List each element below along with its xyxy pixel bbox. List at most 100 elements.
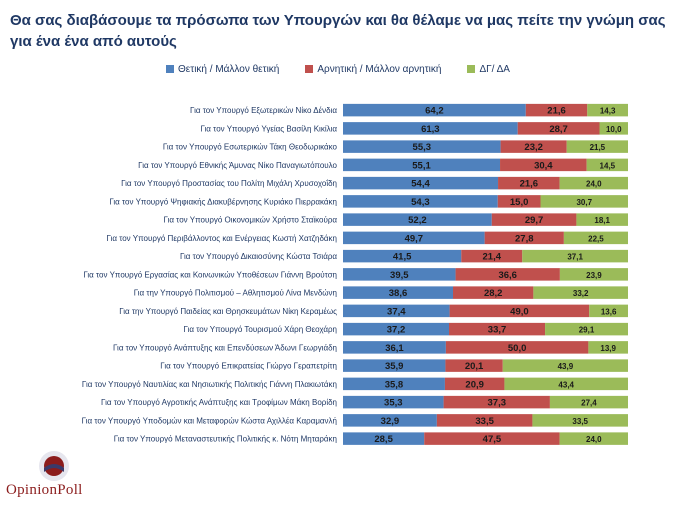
value-label-negative: 21,4 <box>483 252 502 263</box>
value-label-negative: 37,3 <box>488 398 507 409</box>
bar-dk <box>576 213 628 226</box>
legend-swatch-dk <box>467 65 476 73</box>
legend-swatch-positive <box>166 65 175 73</box>
bar-negative <box>491 213 577 226</box>
bar-negative <box>498 176 560 190</box>
bar-dk <box>545 322 628 336</box>
value-label-positive: 52,2 <box>408 215 427 226</box>
value-label-dk: 24,0 <box>586 180 602 189</box>
bar-dk <box>599 122 628 135</box>
bar-dk <box>549 395 628 409</box>
category-label: Για τον Υπουργό Ανάπτυξης και Επενδύσεων… <box>113 343 337 352</box>
value-label-dk: 30,7 <box>576 198 592 207</box>
category-label: Για τον Υπουργό Περιβάλλοντος και Ενέργε… <box>107 234 338 243</box>
value-label-positive: 49,7 <box>405 233 424 244</box>
category-labels: Για τον Υπουργό Εξωτερικών Νίκο Δένδια Γι… <box>82 106 338 444</box>
legend-swatch-negative <box>305 65 314 73</box>
value-label-dk: 13,6 <box>601 307 617 316</box>
category-label: Για τον Υπουργό Αγροτικής Ανάπτυξης και … <box>101 398 337 407</box>
value-label-positive: 41,5 <box>393 252 412 263</box>
category-label: Για τον Υπουργό Εθνικής Άμυνας Νίκο Πανα… <box>138 161 337 170</box>
value-label-negative: 21,6 <box>547 106 566 117</box>
value-label-positive: 36,1 <box>385 343 404 354</box>
chart-title: Θα σας διαβάσουμε τα πρόσωπα των Υπουργώ… <box>10 12 666 50</box>
bar-negative <box>449 322 546 336</box>
value-label-dk: 33,5 <box>572 417 588 426</box>
value-label-negative: 33,5 <box>475 416 494 427</box>
category-label: Για τον Υπουργό Ναυτιλίας και Νησιωτικής… <box>82 380 337 389</box>
value-label-dk: 10,0 <box>606 125 622 134</box>
value-label-negative: 47,5 <box>483 434 502 445</box>
bar-positive <box>343 286 454 299</box>
logo-text: OpinionPoll <box>6 482 83 498</box>
value-label-dk: 43,9 <box>558 362 574 371</box>
value-label-dk: 43,4 <box>558 380 574 389</box>
value-label-positive: 28,5 <box>374 434 393 445</box>
value-label-negative: 20,9 <box>465 379 484 390</box>
legend: Θετική / Μάλλον θετική Αρνητική / Μάλλον… <box>0 61 676 77</box>
category-label: Για τον Υπουργό Οικονομικών Χρήστο Σταϊκ… <box>163 216 337 225</box>
bar-dk <box>563 231 628 245</box>
bar-dk <box>586 158 628 172</box>
bar-negative <box>500 140 567 153</box>
bar-negative <box>445 359 503 372</box>
category-label: Για τον Υπουργό Προστασίας του Πολίτη Μι… <box>121 179 337 188</box>
bar-negative <box>449 304 590 318</box>
bar-negative <box>445 341 589 354</box>
legend-item-negative: Αρνητική / Μάλλον αρνητική <box>305 61 441 77</box>
bar-negative <box>453 286 534 299</box>
bar-dk <box>522 249 628 263</box>
bar-negative <box>424 432 560 445</box>
value-label-negative: 30,4 <box>534 160 553 171</box>
bar-dk <box>504 377 628 391</box>
category-label: Για τον Υπουργό Υποδομών και Μεταφορών Κ… <box>82 416 337 425</box>
value-label-dk: 22,5 <box>588 234 604 243</box>
category-label: Για τον Υπουργό Εξωτερικών Νίκο Δένδια <box>190 106 337 115</box>
value-label-negative: 49,0 <box>510 306 529 317</box>
category-label: Για τον Υπουργό Τουρισμού Χάρη Θεοχάρη <box>184 325 337 334</box>
bar-positive <box>343 103 526 117</box>
legend-label-negative: Αρνητική / Μάλλον αρνητική <box>317 63 442 75</box>
bar-dk <box>533 286 628 299</box>
value-label-positive: 37,4 <box>387 306 406 317</box>
value-label-negative: 28,7 <box>549 124 568 135</box>
value-label-dk: 29,1 <box>579 326 595 335</box>
legend-item-dk: ΔΓ/ ΔΑ <box>467 61 510 77</box>
legend-label-dk: ΔΓ/ ΔΑ <box>479 63 510 75</box>
bar-positive <box>343 304 450 318</box>
opinionpoll-logo: OpinionPoll <box>2 448 118 504</box>
value-label-positive: 37,2 <box>387 325 406 336</box>
bar-positive <box>343 176 499 190</box>
bar-positive <box>343 158 501 172</box>
bar-positive <box>343 231 485 245</box>
logo-mark <box>2 448 118 504</box>
value-label-negative: 28,2 <box>484 288 503 299</box>
bar-positive <box>343 395 444 409</box>
category-label: Για τον Υπουργό Υγείας Βασίλη Κικίλια <box>200 124 337 133</box>
category-label: Για την Υπουργό Παιδείας και Θρησκευμάτω… <box>119 307 337 316</box>
value-label-negative: 29,7 <box>525 215 544 226</box>
value-label-dk: 21,5 <box>590 143 606 152</box>
bar-positive <box>343 432 425 445</box>
bar-positive <box>343 377 445 391</box>
bar-dk <box>588 341 628 354</box>
bar-negative <box>444 377 505 391</box>
value-label-negative: 21,6 <box>520 179 539 190</box>
bar-dk <box>587 103 628 117</box>
legend-label-positive: Θετική / Μάλλον θετική <box>178 63 280 75</box>
bar-negative <box>497 195 541 208</box>
value-label-negative: 33,7 <box>488 325 507 336</box>
value-label-dk: 23,9 <box>586 271 602 280</box>
value-label-negative: 27,8 <box>515 233 534 244</box>
value-label-positive: 55,1 <box>412 160 431 171</box>
value-label-positive: 54,3 <box>411 197 430 208</box>
value-label-positive: 39,5 <box>390 270 409 281</box>
bar-positive <box>343 359 446 372</box>
bar-dk <box>532 414 628 427</box>
value-label-positive: 55,3 <box>413 142 432 153</box>
value-label-positive: 38,6 <box>389 288 408 299</box>
category-label: Για την Υπουργό Πολιτισμού – Αθλητισμού … <box>134 289 337 298</box>
bar-dk <box>566 140 628 153</box>
bar-positive <box>343 322 450 336</box>
